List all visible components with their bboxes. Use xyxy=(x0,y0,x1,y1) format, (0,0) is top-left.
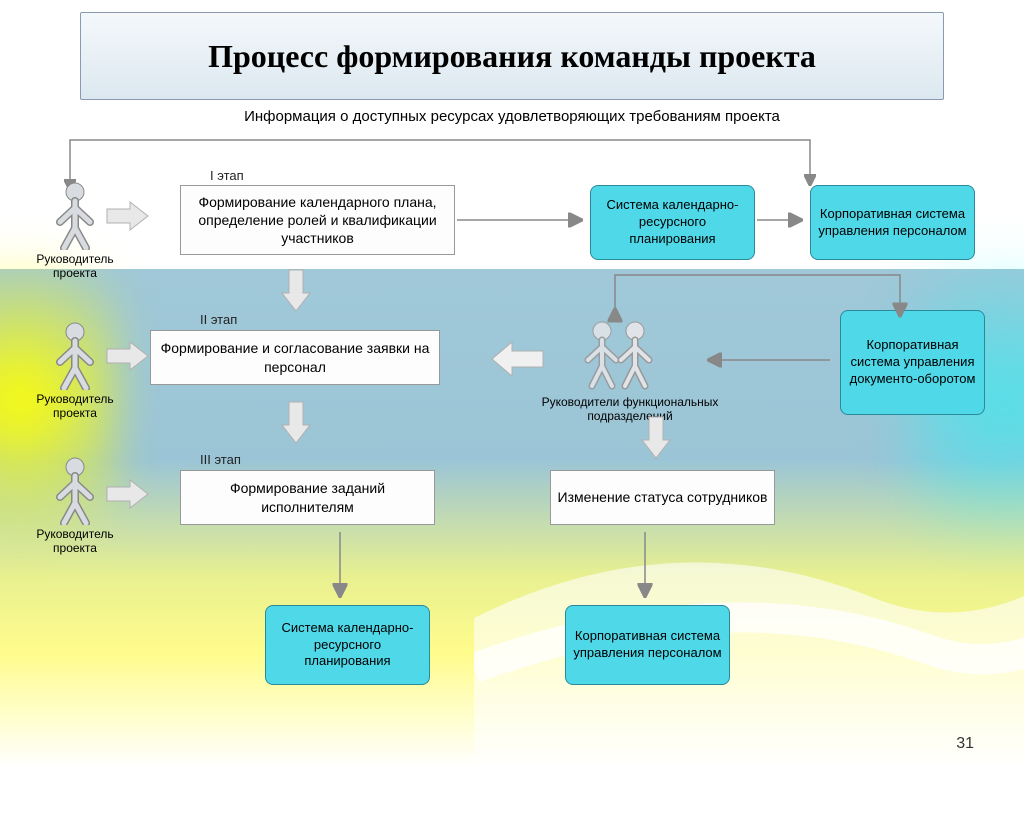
arrow-down-icon xyxy=(640,415,672,460)
title-bar: Процесс формирования команды проекта xyxy=(80,12,944,100)
stage-2-label: II этап xyxy=(200,312,237,327)
cyan-box-3: Корпоративная система управления докумен… xyxy=(840,310,985,415)
cyan-box-4: Система календарно-ресурсного планирован… xyxy=(265,605,430,685)
arrow-right-icon xyxy=(105,200,150,232)
arrow-right-icon xyxy=(105,340,150,372)
arrow-down-icon xyxy=(280,400,312,445)
page-number: 31 xyxy=(956,735,974,753)
pm-label-2: Руководитель проекта xyxy=(30,392,120,421)
box-stage2: Формирование и согласование заявки на пе… xyxy=(150,330,440,385)
stage-1-label: I этап xyxy=(210,168,244,183)
cyan-box-2: Корпоративная система управления персона… xyxy=(810,185,975,260)
fm-label: Руководители функциональных подразделени… xyxy=(530,395,730,424)
persons-icon xyxy=(570,318,670,393)
page-title: Процесс формирования команды проекта xyxy=(208,38,816,75)
person-icon xyxy=(50,320,100,390)
cyan-box-5: Корпоративная система управления персона… xyxy=(565,605,730,685)
arrow-left-icon xyxy=(490,340,545,378)
pm-label-1: Руководитель проекта xyxy=(30,252,120,281)
pm-label-3: Руководитель проекта xyxy=(30,527,120,556)
box-stage3b: Изменение статуса сотрудников xyxy=(550,470,775,525)
arrow-down-icon xyxy=(280,268,312,313)
person-icon xyxy=(50,455,100,525)
box-stage3a: Формирование заданий исполнителям xyxy=(180,470,435,525)
cyan-box-1: Система календарно-ресурсного планирован… xyxy=(590,185,755,260)
stage-3-label: III этап xyxy=(200,452,241,467)
subtitle: Информация о доступных ресурсах удовлетв… xyxy=(0,108,1024,125)
box-stage1: Формирование календарного плана, определ… xyxy=(180,185,455,255)
person-icon xyxy=(50,180,100,250)
arrow-right-icon xyxy=(105,478,150,510)
